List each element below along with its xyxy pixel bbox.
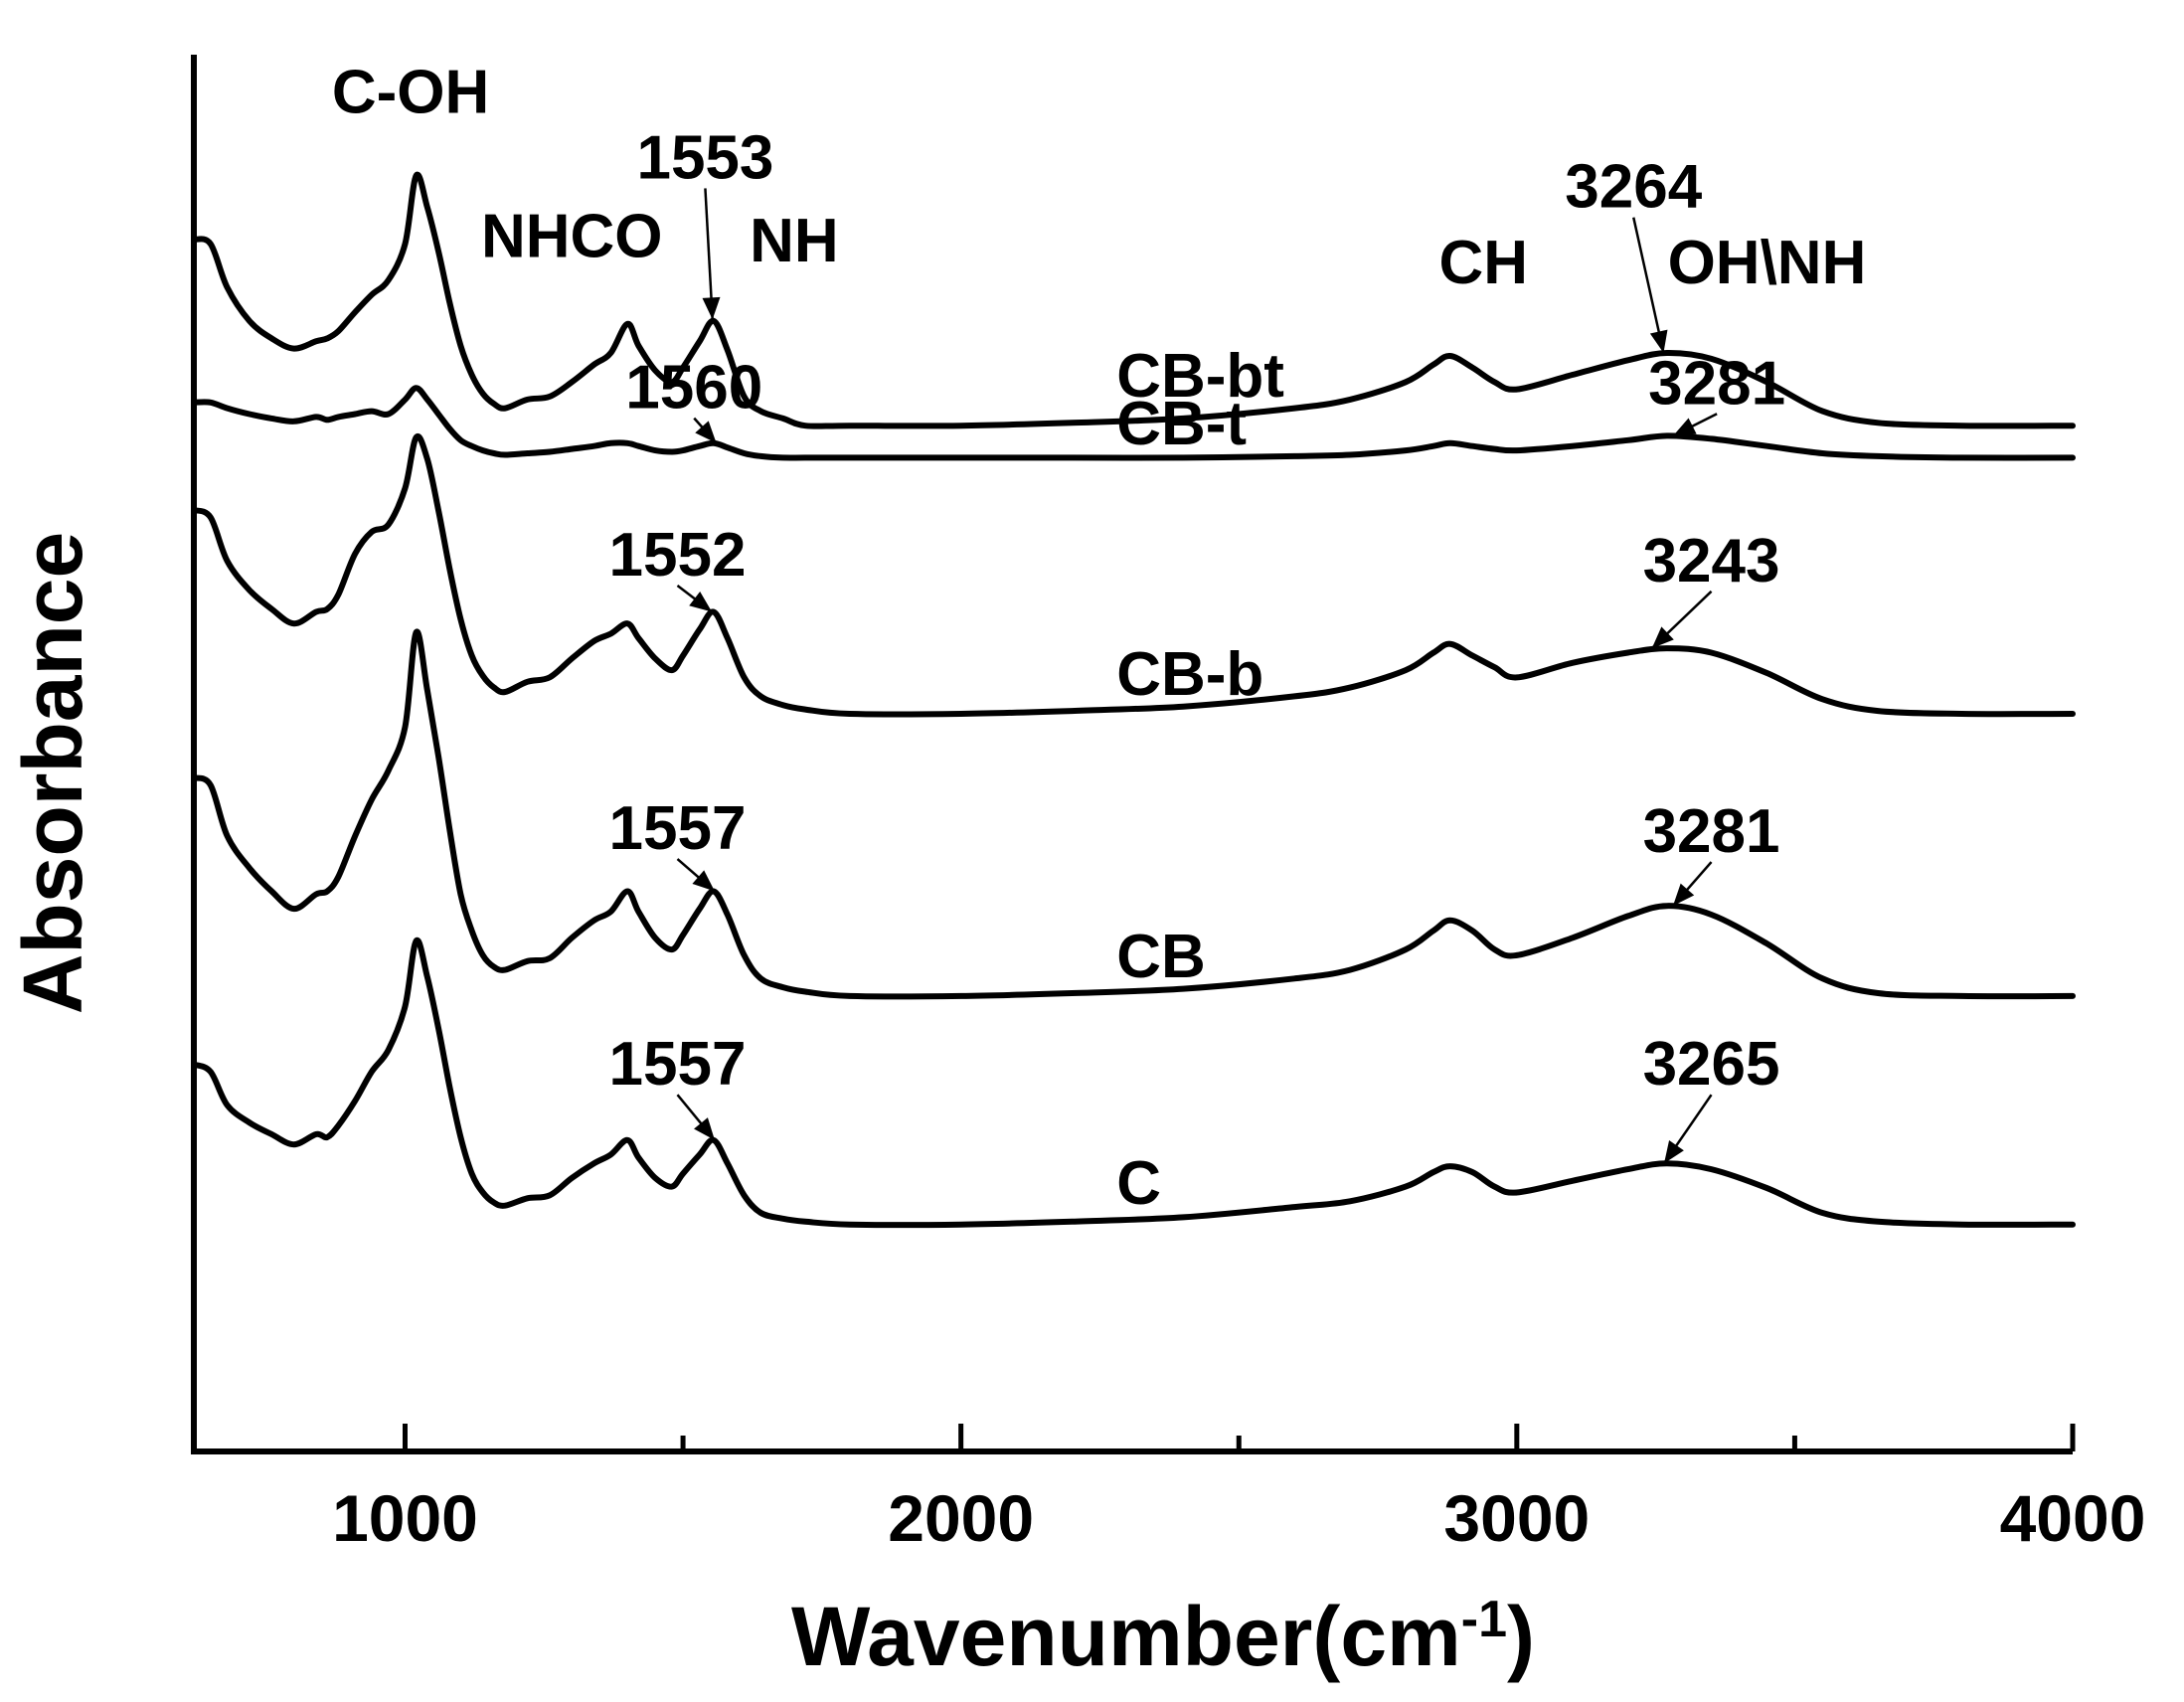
annotation-label: 1552 [609, 521, 747, 590]
annotation-arrowhead [692, 870, 715, 892]
x-axis-title-main: Wavenumber(cm [791, 1590, 1461, 1683]
series-label-cb-t: CB-t [1116, 390, 1247, 458]
annotation-label: 1560 [625, 354, 762, 423]
annotation-label: 3281 [1648, 349, 1785, 418]
axes: 1000 2000 3000 4000 [191, 55, 2145, 1555]
spectrum-line-c [191, 936, 2076, 1229]
annotation-arrowhead [694, 1117, 715, 1140]
series-label-cb-b: CB-b [1116, 640, 1263, 709]
spectrum-line-cb-t [191, 385, 2076, 461]
annotation-label: OH\NH [1668, 229, 1867, 297]
spectra-curves [191, 171, 2076, 1229]
x-tick-label: 4000 [2000, 1481, 2146, 1555]
series-label-cb: CB [1116, 923, 1206, 991]
x-axis-title-superscript: -1 [1461, 1591, 1507, 1648]
annotation-arrowhead [695, 421, 717, 443]
annotation-label: 3265 [1643, 1030, 1780, 1099]
series-label-c: C [1116, 1149, 1161, 1218]
annotation-arrowhead [689, 592, 713, 612]
x-axis-title: Wavenumber(cm-1) [791, 1590, 1535, 1683]
annotation-label: C-OH [332, 59, 489, 127]
annotation-label: 3281 [1643, 797, 1780, 866]
x-axis-title-close: ) [1507, 1590, 1535, 1683]
annotation-label: 1557 [609, 1030, 747, 1099]
annotation-arrow [704, 188, 714, 320]
annotation-label: 3243 [1643, 527, 1780, 596]
x-tick-label: 2000 [888, 1481, 1034, 1555]
y-axis-title: Absorbance [6, 532, 99, 1014]
annotation-label: NH [750, 207, 839, 275]
peak-annotations: C-OH NHCO 1553 NH 1560 CH 3264 OH\NH 3281 1552 324… [332, 59, 1866, 1164]
annotation-arrowhead [1664, 1139, 1684, 1164]
annotation-label: CH [1438, 229, 1528, 297]
annotation-label: 1557 [609, 794, 747, 863]
annotation-arrowhead [1672, 883, 1695, 907]
annotation-arrowhead [1649, 329, 1668, 354]
annotation-arrowhead [702, 296, 721, 320]
spectrum-line-cb [191, 628, 2076, 1000]
annotation-arrowhead [1672, 418, 1697, 436]
x-tick-label: 3000 [1443, 1481, 1590, 1555]
annotation-label: NHCO [481, 202, 663, 270]
x-tick-label: 1000 [332, 1481, 478, 1555]
spectrum-line-cb-bt [191, 171, 2076, 429]
x-axis-ticks: 1000 2000 3000 4000 [332, 1424, 2145, 1555]
series-label-cb-bt: CB-bt [1116, 342, 1284, 411]
annotation-arrowhead [1651, 626, 1674, 649]
annotation-label: 1553 [636, 123, 773, 192]
spectrum-line-cb-b [191, 432, 2076, 718]
annotation-label: 3264 [1565, 153, 1702, 222]
annotation-arrow [1632, 217, 1665, 354]
